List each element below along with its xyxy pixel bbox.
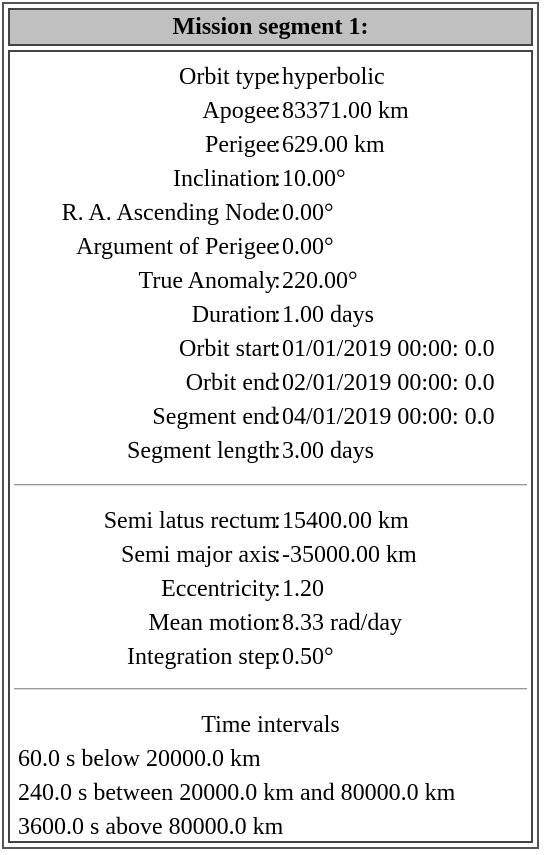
row-value: 10.00° [282, 166, 346, 192]
apogee-row: Apogee:83371.00 km [10, 94, 531, 128]
row-value: 1.20 [282, 576, 324, 602]
row-value: 629.00 km [282, 132, 385, 158]
mean-motion-row: Mean motion:8.33 rad/day [10, 606, 531, 640]
row-label: Mean motion [148, 610, 277, 636]
derived-parameters: Semi latus rectum:15400.00 km Semi major… [10, 504, 531, 674]
mission-segment-panel: Mission segment 1: Orbit type: hyperbolic… [2, 2, 539, 849]
row-label: Apogee [202, 98, 277, 124]
true-anomaly-row: True Anomaly:220.00° [10, 264, 531, 298]
duration-row: Duration:1.00 days [10, 298, 531, 332]
row-value: hyperbolic [282, 64, 385, 90]
orbit-type-row: Orbit type: hyperbolic [10, 60, 531, 94]
segment-title: Mission segment 1: [8, 8, 533, 46]
row-value: 01/01/2019 00:00: 0.0 [282, 336, 495, 362]
inclination-row: Inclination:10.00° [10, 162, 531, 196]
divider [14, 688, 527, 690]
interval-item: 60.0 s below 20000.0 km [18, 746, 261, 772]
segment-end-row: Segment end:04/01/2019 00:00: 0.0 [10, 400, 531, 434]
row-value: 220.00° [282, 268, 358, 294]
row-label: Eccentricity [161, 576, 277, 602]
row-value: 04/01/2019 00:00: 0.0 [282, 404, 495, 430]
eccentricity-row: Eccentricity:1.20 [10, 572, 531, 606]
row-value: 83371.00 km [282, 98, 409, 124]
row-value: -35000.00 km [282, 542, 417, 568]
segment-length-row: Segment length:3.00 days [10, 434, 531, 468]
orbit-start-row: Orbit start:01/01/2019 00:00: 0.0 [10, 332, 531, 366]
row-value: 0.00° [282, 234, 334, 260]
row-label: Semi major axis [121, 542, 277, 568]
divider [14, 484, 527, 486]
row-label: Argument of Perigee [76, 234, 277, 260]
row-label: Duration [191, 302, 277, 328]
orbit-end-row: Orbit end:02/01/2019 00:00: 0.0 [10, 366, 531, 400]
row-label: True Anomaly [138, 268, 277, 294]
orbit-parameters: Orbit type: hyperbolic Apogee:83371.00 km… [10, 60, 531, 468]
row-label: R. A. Ascending Node [61, 200, 277, 226]
integration-step-row: Integration step:0.50° [10, 640, 531, 674]
row-label: Orbit end [185, 370, 277, 396]
interval-item: 240.0 s between 20000.0 km and 80000.0 k… [18, 780, 456, 806]
row-value: 15400.00 km [282, 508, 409, 534]
row-label: Inclination [173, 166, 277, 192]
perigee-row: Perigee:629.00 km [10, 128, 531, 162]
row-value: 0.00° [282, 200, 334, 226]
row-label: Perigee [205, 132, 277, 158]
row-label: Integration step [127, 644, 277, 670]
row-value: 0.50° [282, 644, 334, 670]
row-value: 1.00 days [282, 302, 374, 328]
row-label: Orbit start [179, 336, 277, 362]
raan-row: R. A. Ascending Node:0.00° [10, 196, 531, 230]
row-label: Segment length [127, 438, 277, 464]
row-value: 3.00 days [282, 438, 374, 464]
row-value: 02/01/2019 00:00: 0.0 [282, 370, 495, 396]
interval-item: 3600.0 s above 80000.0 km [18, 814, 284, 840]
row-label: Orbit type [179, 64, 277, 90]
row-label: Semi latus rectum [103, 508, 277, 534]
time-intervals-title: Time intervals [201, 712, 340, 738]
semi-major-axis-row: Semi major axis: -35000.00 km [10, 538, 531, 572]
row-value: 8.33 rad/day [282, 610, 402, 636]
row-label: Segment end [152, 404, 277, 430]
argument-of-perigee-row: Argument of Perigee:0.00° [10, 230, 531, 264]
segment-details: Orbit type: hyperbolic Apogee:83371.00 km… [8, 50, 533, 843]
semi-latus-rectum-row: Semi latus rectum:15400.00 km [10, 504, 531, 538]
